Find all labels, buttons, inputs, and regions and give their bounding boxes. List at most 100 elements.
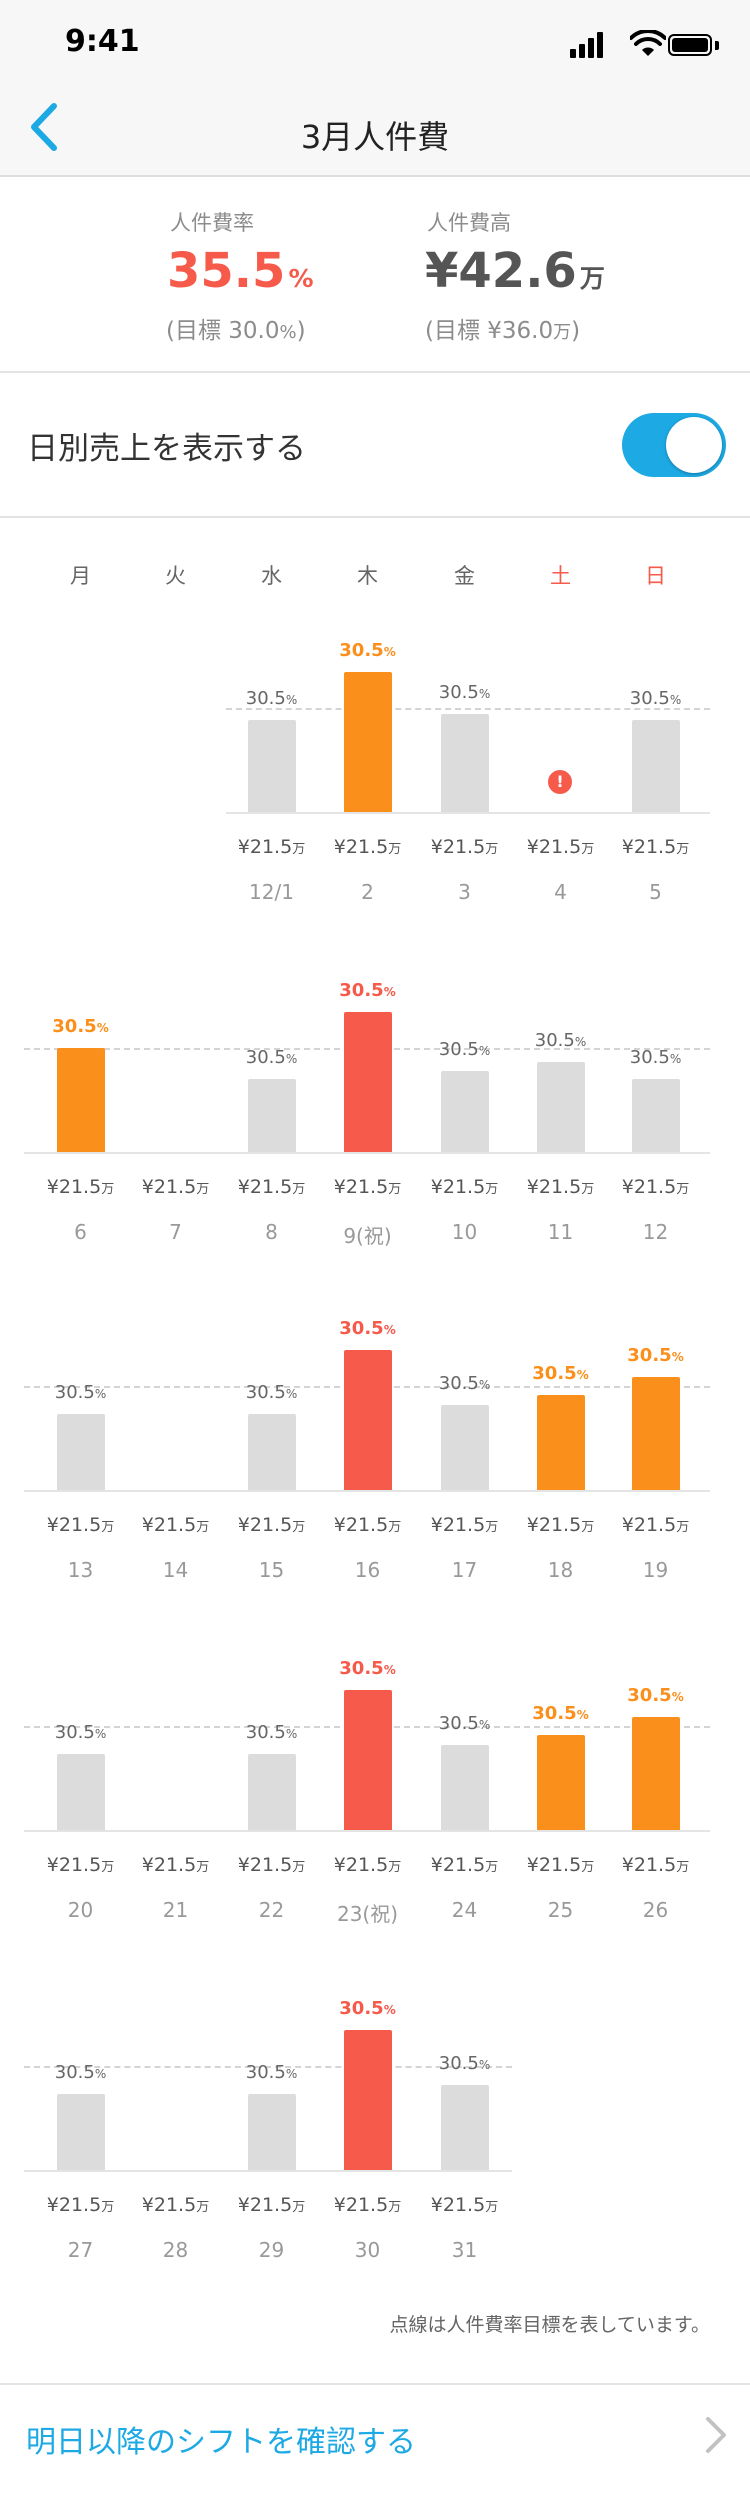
day-rate-label: 30.5% [320,1998,415,2019]
day-sales-unit: 万 [485,1520,499,1535]
day-sales-label: ¥21.5万 [513,1854,608,1876]
day-bar[interactable] [248,720,296,812]
day-bar[interactable] [632,1377,680,1490]
day-sales-label: ¥21.5万 [224,2194,319,2216]
day-rate-label: 30.5% [417,1713,512,1734]
day-sales-unit: 万 [388,842,402,857]
alert-icon[interactable]: ! [548,770,572,794]
day-rate-value: 30.5 [532,1703,577,1724]
daily-sales-toggle[interactable] [622,413,726,477]
day-sales-label: ¥21.5万 [608,1514,703,1536]
day-sales-label: ¥21.5万 [417,1514,512,1536]
day-bar[interactable] [537,1735,585,1830]
day-rate-unit: % [669,693,682,707]
day-bar[interactable] [344,1350,392,1490]
day-sales-unit: 万 [485,842,499,857]
day-sales-value: ¥21.5 [333,1514,389,1536]
day-sales-value: ¥21.5 [430,1514,486,1536]
chart-baseline [24,1152,710,1154]
day-bar[interactable] [537,1395,585,1490]
day-sales-value: ¥21.5 [333,836,389,858]
day-date-label: 23(祝) [336,1902,399,1926]
day-bar[interactable] [248,1414,296,1490]
status-icons [570,30,720,58]
day-bar[interactable] [248,2094,296,2170]
day-rate-label: 30.5% [513,1703,608,1724]
day-bar[interactable] [248,1754,296,1830]
day-bar[interactable] [344,2030,392,2170]
day-bar[interactable] [537,1062,585,1152]
day-bar[interactable] [57,1414,105,1490]
day-bar[interactable] [344,1690,392,1830]
day-sales-value: ¥21.5 [333,1176,389,1198]
day-sales-label: ¥21.5万 [320,1514,415,1536]
day-sales-unit: 万 [388,1520,402,1535]
day-bar[interactable] [344,1012,392,1152]
day-bar[interactable] [441,1405,489,1490]
day-sales-unit: 万 [485,1182,499,1197]
day-sales-value: ¥21.5 [526,1854,582,1876]
day-sales-label: ¥21.5万 [224,836,319,858]
day-rate-value: 30.5 [245,1722,286,1743]
chevron-left-icon[interactable] [20,100,70,154]
day-sales-label: ¥21.5万 [224,1514,319,1536]
day-rate-label: 30.5% [608,688,703,709]
day-rate-value: 30.5 [245,1047,286,1068]
day-rate-label: 30.5% [224,1382,319,1403]
day-bar[interactable] [632,1717,680,1830]
day-sales-label: ¥21.5万 [320,836,415,858]
day-rate-unit: % [574,1035,587,1049]
view-future-shifts-link[interactable]: 明日以降のシフトを確認する [0,2383,750,2483]
day-bar[interactable] [344,672,392,812]
day-bar[interactable] [57,2094,105,2170]
day-rate-value: 30.5 [532,1363,577,1384]
wifi-icon [630,30,666,56]
day-sales-unit: 万 [196,1860,210,1875]
day-sales-unit: 万 [101,1860,115,1875]
day-bar[interactable] [57,1754,105,1830]
day-rate-label: 30.5% [320,980,415,1001]
day-bar[interactable] [441,1745,489,1830]
page-title: 3月人件費 [300,118,450,156]
day-rate-value: 30.5 [339,980,384,1001]
day-sales-unit: 万 [196,1520,210,1535]
day-sales-unit: 万 [196,2200,210,2215]
day-rate-value: 30.5 [52,1016,97,1037]
day-rate-value: 30.5 [627,1345,672,1366]
day-rate-unit: % [94,2067,107,2081]
day-bar[interactable] [248,1079,296,1152]
day-sales-unit: 万 [676,1520,690,1535]
day-bar[interactable] [632,720,680,812]
day-bar[interactable] [57,1048,105,1152]
day-rate-label: 30.5% [417,1039,512,1060]
day-sales-value: ¥21.5 [333,1854,389,1876]
day-rate-label: 30.5% [608,1345,703,1366]
day-rate-label: 30.5% [417,2053,512,2074]
labor-cost-value: ¥42.6 万 [425,243,605,299]
dashed-line-note: 点線は人件費率目標を表しています。 [389,2314,710,2336]
day-rate-label: 30.5% [513,1363,608,1384]
day-sales-value: ¥21.5 [237,836,293,858]
weekday-label: 日 [645,564,666,588]
day-sales-value: ¥21.5 [237,1514,293,1536]
day-date-label: 10 [451,1220,478,1244]
battery-tip [715,41,719,50]
day-bar[interactable] [632,1079,680,1152]
day-sales-unit: 万 [388,1860,402,1875]
day-sales-unit: 万 [388,1182,402,1197]
day-sales-value: ¥21.5 [46,1854,102,1876]
day-sales-value: ¥21.5 [237,1854,293,1876]
day-sales-label: ¥21.5万 [417,2194,512,2216]
day-sales-label: ¥21.5万 [33,1514,128,1536]
day-rate-unit: % [383,1323,396,1337]
day-rate-unit: % [94,1727,107,1741]
day-sales-unit: 万 [292,1860,306,1875]
day-rate-value: 30.5 [438,682,479,703]
day-rate-unit: % [576,1708,589,1722]
day-bar[interactable] [441,2085,489,2170]
day-rate-value: 30.5 [627,1685,672,1706]
day-rate-value: 30.5 [339,1318,384,1339]
day-sales-value: ¥21.5 [526,1514,582,1536]
day-bar[interactable] [441,714,489,812]
day-bar[interactable] [441,1071,489,1152]
